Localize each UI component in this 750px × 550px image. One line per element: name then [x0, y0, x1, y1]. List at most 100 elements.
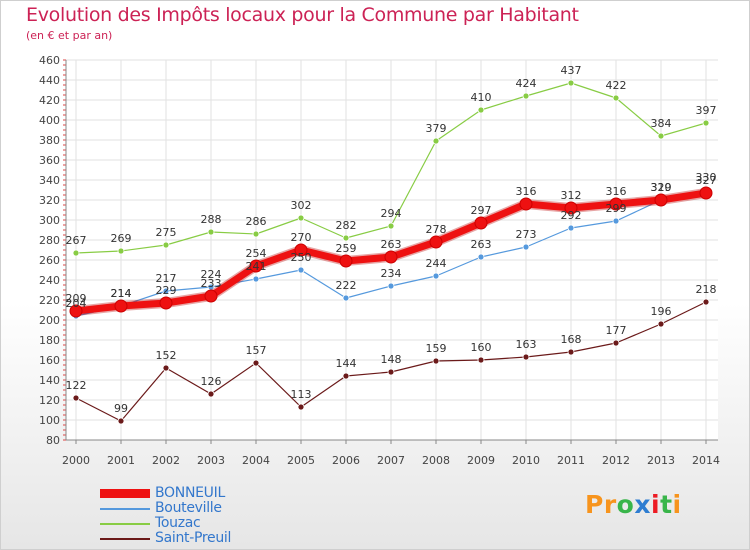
- data-label-bonneuil: 259: [336, 242, 357, 255]
- data-label-bonneuil: 229: [156, 284, 177, 297]
- x-tick-label: 2004: [242, 454, 270, 467]
- data-label-bonneuil: 254: [246, 247, 267, 260]
- data-label-saint-preuil: 113: [291, 388, 312, 401]
- data-label-bouteville: 241: [246, 260, 267, 273]
- logo-letter: P: [585, 490, 604, 519]
- data-point-touzac: [162, 241, 170, 249]
- data-label-bonneuil: 209: [66, 292, 87, 305]
- data-label-touzac: 397: [696, 104, 717, 117]
- x-tick-label: 2008: [422, 454, 450, 467]
- data-label-bouteville: 292: [561, 209, 582, 222]
- data-point-saint-preuil: [252, 359, 260, 367]
- data-label-bouteville: 204: [66, 297, 87, 310]
- data-point-saint-preuil: [117, 417, 125, 425]
- data-label-saint-preuil: 126: [201, 375, 222, 388]
- data-label-saint-preuil: 148: [381, 353, 402, 366]
- data-point-saint-preuil: [297, 403, 305, 411]
- data-point-saint-preuil: [657, 320, 665, 328]
- data-point-touzac: [207, 228, 215, 236]
- data-label-bouteville: 234: [381, 267, 402, 280]
- data-point-touzac: [522, 92, 530, 100]
- chart-subtitle: (en € et par an): [26, 29, 113, 42]
- y-tick-label: 320: [39, 194, 60, 207]
- y-tick-label: 360: [39, 154, 60, 167]
- data-point-bouteville: [612, 217, 620, 225]
- data-point-saint-preuil: [567, 348, 575, 356]
- y-tick-label: 440: [39, 74, 60, 87]
- data-label-bouteville: 244: [426, 257, 447, 270]
- logo-letter: r: [603, 490, 617, 519]
- logo-letter: i: [672, 490, 682, 519]
- x-tick-label: 2001: [107, 454, 135, 467]
- data-point-bonneuil: [339, 254, 353, 268]
- data-label-bonneuil: 320: [651, 181, 672, 194]
- data-label-bonneuil: 263: [381, 238, 402, 251]
- data-label-saint-preuil: 122: [66, 379, 87, 392]
- data-point-bonneuil: [519, 197, 533, 211]
- data-label-bonneuil: 270: [291, 231, 312, 244]
- data-point-touzac: [72, 249, 80, 257]
- legend-swatch-touzac: [100, 523, 150, 525]
- y-tick-label: 340: [39, 174, 60, 187]
- data-label-saint-preuil: 99: [114, 402, 128, 415]
- data-label-saint-preuil: 196: [651, 305, 672, 318]
- data-point-saint-preuil: [207, 390, 215, 398]
- data-label-saint-preuil: 177: [606, 324, 627, 337]
- data-point-saint-preuil: [477, 356, 485, 364]
- data-label-bonneuil: 278: [426, 223, 447, 236]
- data-label-touzac: 437: [561, 64, 582, 77]
- y-tick-label: 120: [39, 394, 60, 407]
- data-label-touzac: 269: [111, 232, 132, 245]
- data-point-bonneuil: [654, 193, 668, 207]
- data-point-touzac: [117, 247, 125, 255]
- logo-letter: i: [651, 490, 661, 519]
- data-label-bouteville: 217: [156, 272, 177, 285]
- x-tick-label: 2006: [332, 454, 360, 467]
- data-point-bonneuil: [249, 259, 263, 273]
- y-tick-label: 240: [39, 274, 60, 287]
- data-point-bouteville: [162, 287, 170, 295]
- data-point-bouteville: [342, 294, 350, 302]
- data-point-saint-preuil: [162, 364, 170, 372]
- data-point-bonneuil: [159, 296, 173, 310]
- data-point-touzac: [657, 132, 665, 140]
- y-tick-label: 180: [39, 334, 60, 347]
- data-point-touzac: [567, 79, 575, 87]
- data-point-bonneuil: [294, 243, 308, 257]
- data-label-touzac: 410: [471, 91, 492, 104]
- logo-letter: o: [616, 490, 635, 519]
- data-label-saint-preuil: 160: [471, 341, 492, 354]
- x-tick-label: 2000: [62, 454, 90, 467]
- data-point-saint-preuil: [702, 298, 710, 306]
- legend-label-bonneuil: BONNEUIL: [155, 485, 225, 501]
- y-tick-label: 160: [39, 354, 60, 367]
- data-point-touzac: [387, 222, 395, 230]
- proxiti-logo: Proxiti: [585, 490, 682, 519]
- y-tick-label: 280: [39, 234, 60, 247]
- data-point-bouteville: [432, 272, 440, 280]
- y-tick-label: 420: [39, 94, 60, 107]
- data-label-bonneuil: 316: [606, 185, 627, 198]
- data-label-bonneuil: 312: [561, 189, 582, 202]
- data-point-bonneuil: [474, 216, 488, 230]
- data-label-bouteville: 299: [606, 202, 627, 215]
- data-label-bonneuil: 233: [201, 277, 222, 290]
- y-tick-label: 460: [39, 54, 60, 67]
- data-label-bouteville: 319: [651, 181, 672, 194]
- data-point-bouteville: [252, 275, 260, 283]
- data-point-bonneuil: [609, 197, 623, 211]
- data-point-saint-preuil: [612, 339, 620, 347]
- data-label-bouteville: 330: [696, 171, 717, 184]
- y-tick-label: 300: [39, 214, 60, 227]
- legend-swatch-bouteville: [100, 508, 150, 510]
- data-label-touzac: 379: [426, 122, 447, 135]
- y-tick-label: 140: [39, 374, 60, 387]
- x-tick-label: 2009: [467, 454, 495, 467]
- data-label-touzac: 422: [606, 79, 627, 92]
- data-label-saint-preuil: 168: [561, 333, 582, 346]
- legend-swatch-bonneuil: [100, 489, 150, 498]
- data-label-bonneuil: 214: [111, 287, 132, 300]
- data-label-saint-preuil: 144: [336, 357, 357, 370]
- data-label-touzac: 424: [516, 77, 537, 90]
